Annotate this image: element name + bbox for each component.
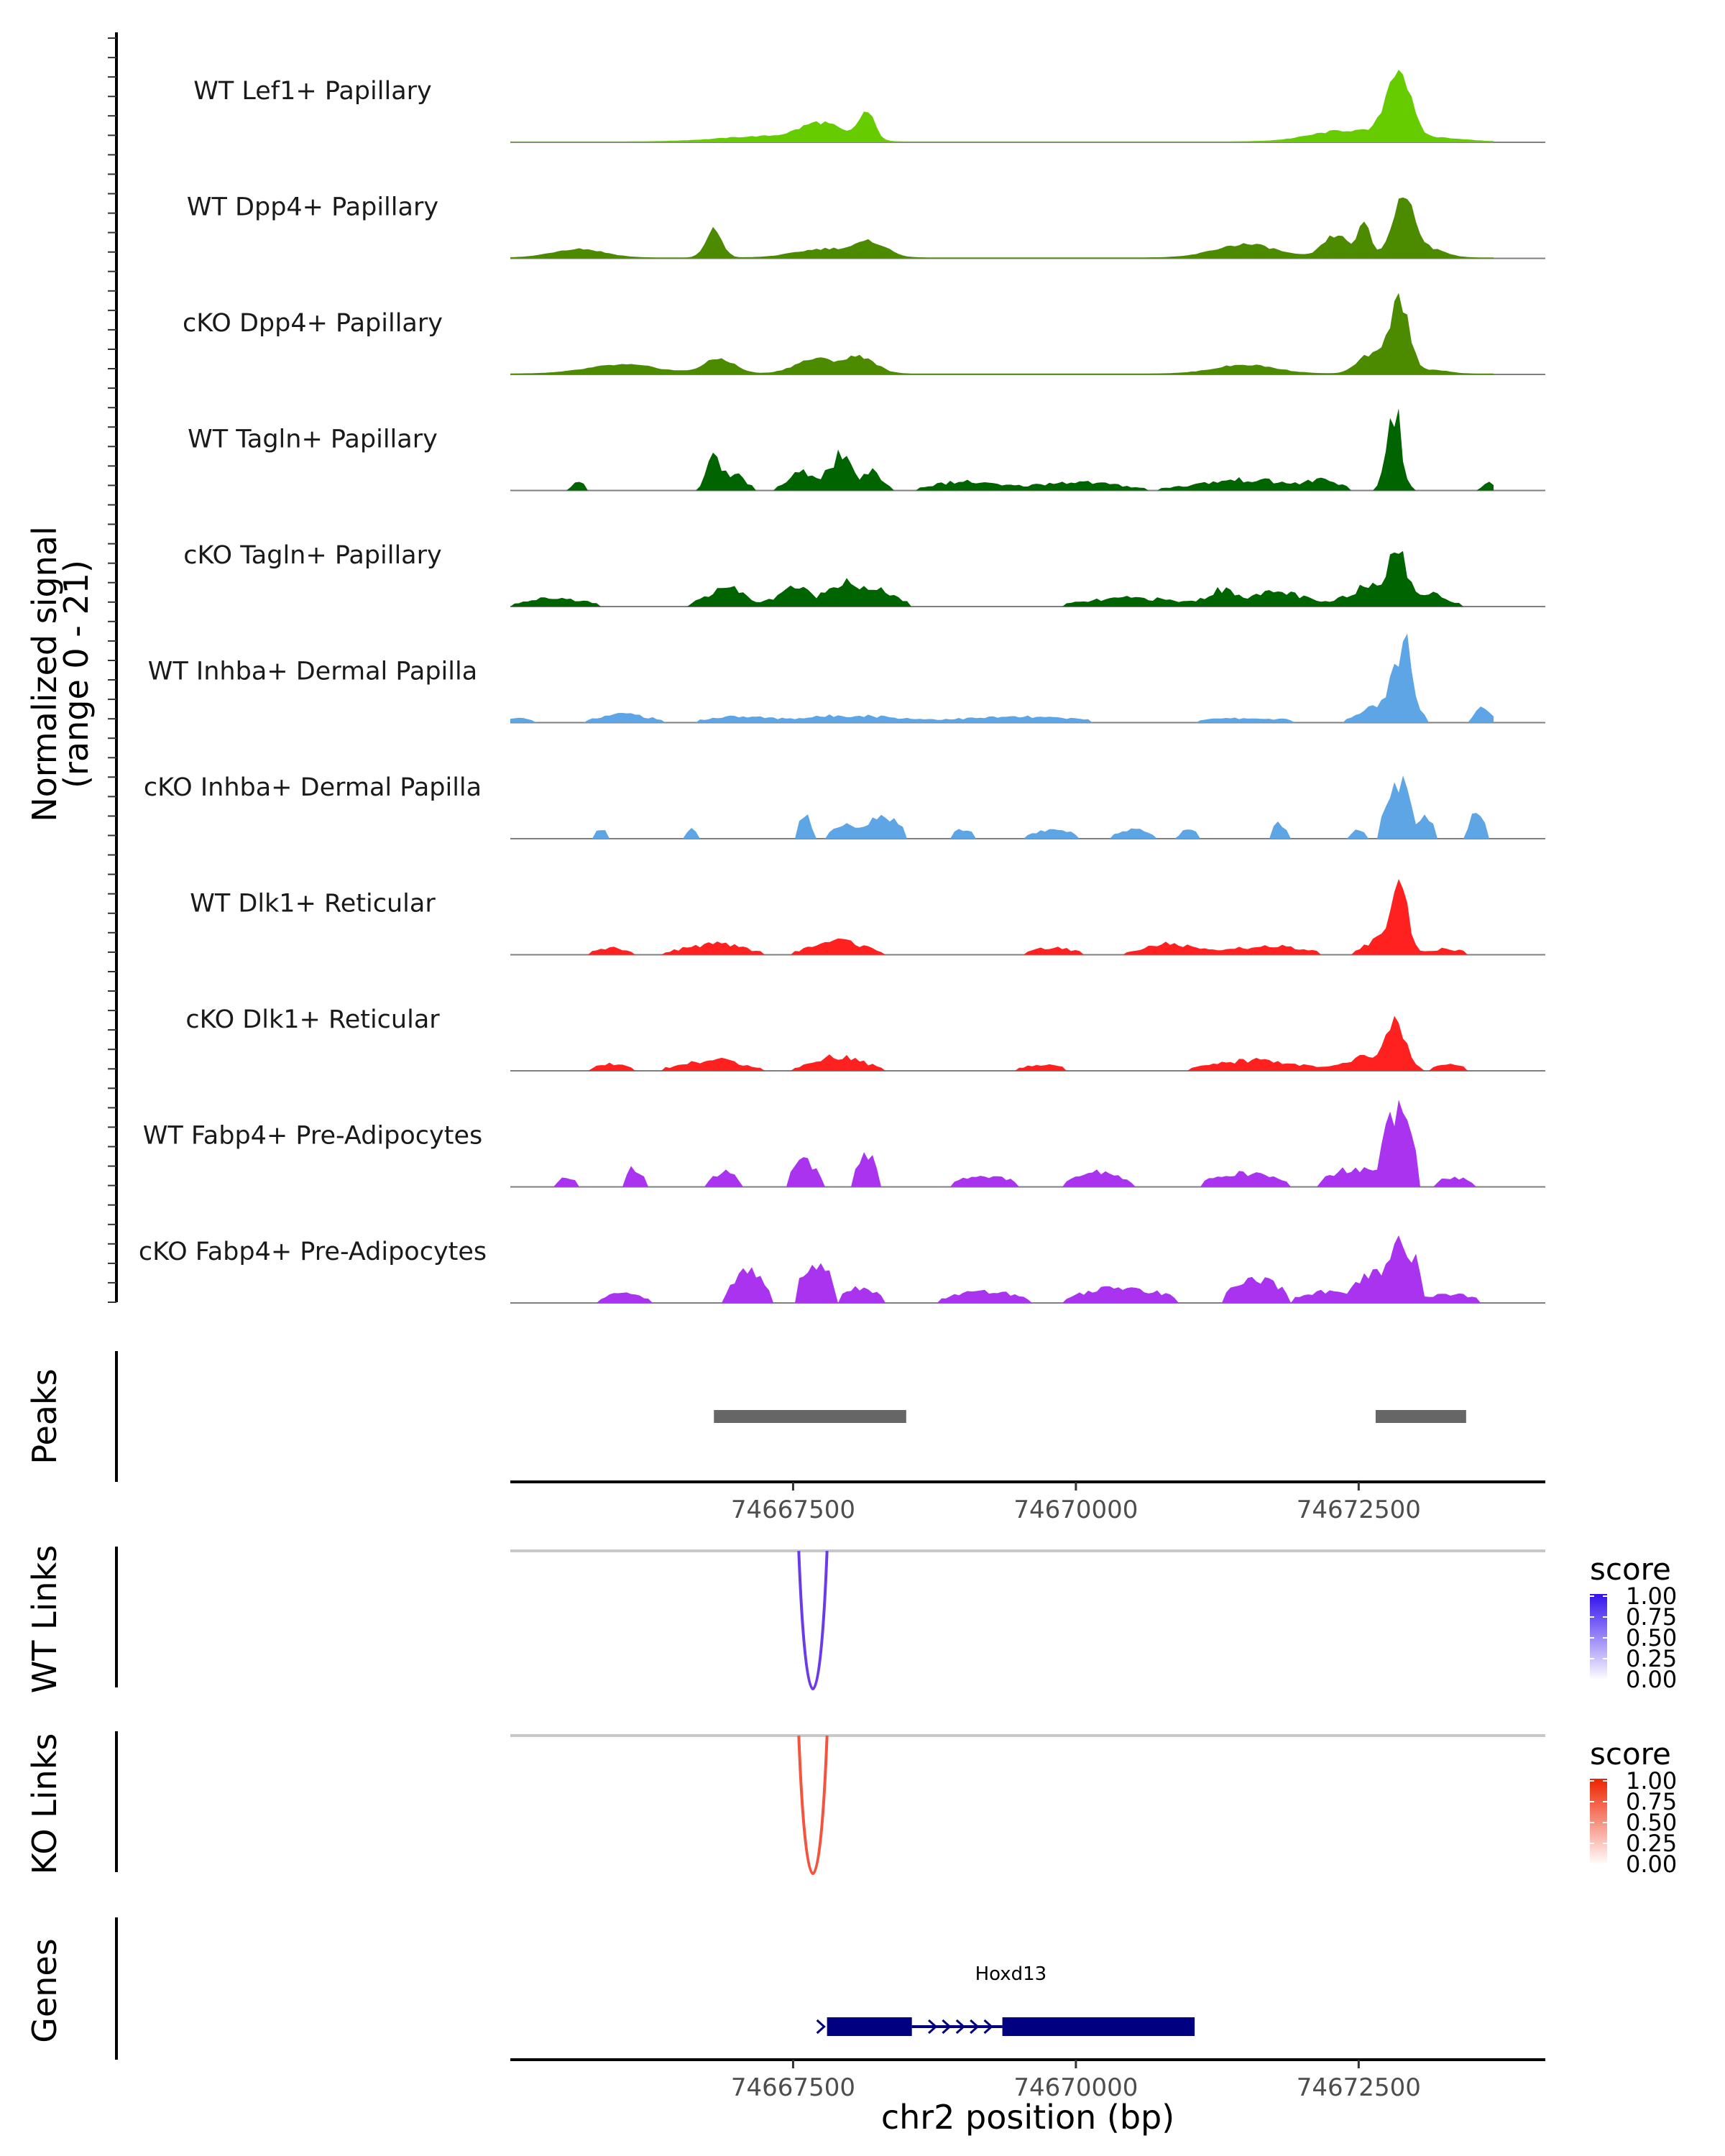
track-label: cKO Dpp4+ Papillary (183, 309, 443, 338)
signal-area (510, 1100, 1494, 1187)
x-tick-label: 74672500 (1297, 1496, 1421, 1524)
signal-track-cko-fabp4-pre-adipocytes: cKO Fabp4+ Pre-Adipocytes (139, 1235, 1545, 1304)
x-axis-title: chr2 position (bp) (881, 2098, 1174, 2137)
signal-track-wt-lef1-papillary: WT Lef1+ Papillary (193, 70, 1545, 143)
gene-name-label: Hoxd13 (975, 1963, 1047, 1985)
legend-label: 1.00 (1626, 1767, 1677, 1795)
signal-axis-title-line: Normalized signal (25, 526, 64, 822)
signal-area (510, 633, 1494, 723)
peaks-track: Peaks (25, 1351, 1466, 1482)
legend-label: 0.75 (1626, 1788, 1677, 1815)
genes-x-axis: 74667500 74670000 74672500 (510, 2058, 1545, 2102)
strand-arrow (928, 2019, 938, 2035)
track-label: cKO Inhba+ Dermal Papilla (144, 773, 482, 802)
strand-arrow (970, 2019, 980, 2035)
peak-range (1375, 1410, 1466, 1423)
genes-track: Genes Hoxd13 (25, 1917, 1195, 2060)
track-label: WT Fabp4+ Pre-Adipocytes (143, 1122, 482, 1151)
x-tick-label: 74670000 (1013, 1496, 1138, 1524)
legend-title: score (1590, 1552, 1671, 1587)
legend-label: 0.75 (1626, 1603, 1677, 1631)
strand-arrow (942, 2019, 952, 2035)
strand-arrow (816, 2019, 826, 2035)
legend-label: 0.25 (1626, 1830, 1677, 1857)
peaks-track-label: Peaks (25, 1368, 64, 1464)
link-arc (797, 1550, 829, 1691)
signal-track-cko-tagln-papillary: cKO Tagln+ Papillary (183, 541, 1545, 607)
signal-area (510, 1015, 1494, 1071)
track-label: WT Inhba+ Dermal Papilla (148, 658, 477, 686)
track-label: WT Dlk1+ Reticular (190, 890, 436, 918)
link-track-label: KO Links (25, 1733, 64, 1875)
signal-track-cko-dlk1-reticular: cKO Dlk1+ Reticular (185, 1005, 1545, 1072)
track-label: WT Tagln+ Papillary (188, 425, 438, 454)
signal-axis-title: Normalized signal(range 0 - 21) (25, 526, 96, 822)
peaks-x-axis: 74667500 74670000 74672500 (510, 1480, 1545, 1524)
legend-title: score (1590, 1736, 1671, 1772)
legend-label: 0.50 (1626, 1624, 1677, 1651)
track-label: cKO Dlk1+ Reticular (185, 1005, 440, 1034)
signal-tracks: WT Lef1+ Papillary WT Dpp4+ Papillary cKO … (139, 70, 1545, 1304)
signal-area (510, 1235, 1494, 1303)
signal-track-cko-dpp4-papillary: cKO Dpp4+ Papillary (183, 292, 1545, 375)
x-tick-label: 74670000 (1013, 2073, 1138, 2102)
legend-label: 0.50 (1626, 1809, 1677, 1836)
signal-area (510, 879, 1494, 955)
legend-label: 0.00 (1626, 1666, 1677, 1693)
signal-track-wt-inhba-dermal-papilla: WT Inhba+ Dermal Papilla (148, 633, 1545, 724)
signal-area (510, 197, 1494, 259)
signal-area (510, 775, 1494, 839)
signal-track-wt-dpp4-papillary: WT Dpp4+ Papillary (187, 193, 1545, 259)
link-track-ko-links: KO Links (25, 1731, 1545, 1876)
x-tick-label: 74672500 (1297, 2073, 1421, 2102)
track-label: cKO Tagln+ Papillary (183, 541, 442, 570)
link-track-label: WT Links (25, 1545, 64, 1693)
signal-track-wt-dlk1-reticular: WT Dlk1+ Reticular (190, 879, 1545, 956)
signal-area (510, 408, 1494, 491)
track-label: WT Lef1+ Papillary (193, 77, 432, 106)
legend-label: 0.25 (1626, 1645, 1677, 1672)
signal-area (510, 550, 1494, 607)
link-arc (797, 1735, 829, 1876)
peak-range (714, 1410, 906, 1423)
signal-area (510, 70, 1494, 142)
x-tick-label: 74667500 (731, 2073, 855, 2102)
signal-y-ticks (108, 37, 116, 1303)
signal-track-cko-inhba-dermal-papilla: cKO Inhba+ Dermal Papilla (144, 773, 1545, 839)
x-tick-label: 74667500 (731, 1496, 855, 1524)
gene-exon (827, 2017, 912, 2036)
signal-axis-title-line: (range 0 - 21) (57, 560, 96, 788)
track-label: cKO Fabp4+ Pre-Adipocytes (139, 1238, 487, 1266)
strand-arrow (955, 2019, 966, 2035)
strand-arrow (983, 2019, 993, 2035)
legend-label: 0.00 (1626, 1851, 1677, 1878)
genes-track-label: Genes (25, 1938, 64, 2042)
gene-exon (1002, 2017, 1195, 2036)
signal-track-wt-fabp4-pre-adipocytes: WT Fabp4+ Pre-Adipocytes (143, 1100, 1545, 1188)
signal-area (510, 292, 1494, 374)
legend-label: 1.00 (1626, 1583, 1677, 1610)
signal-track-wt-tagln-papillary: WT Tagln+ Papillary (188, 408, 1545, 492)
link-track-wt-links: WT Links (25, 1545, 1545, 1693)
track-label: WT Dpp4+ Papillary (187, 193, 438, 222)
